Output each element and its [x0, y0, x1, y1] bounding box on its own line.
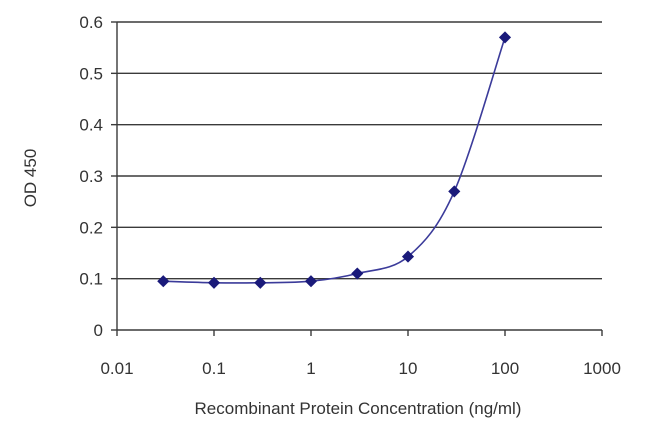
y-tick-label: 0.2: [79, 218, 103, 237]
y-tick-label: 0.5: [79, 64, 103, 83]
data-points: [157, 31, 512, 289]
data-point-4: [351, 267, 364, 280]
data-point-5: [401, 250, 415, 263]
data-point-2: [254, 276, 267, 289]
x-tick-label: 0.1: [202, 359, 226, 378]
data-point-6: [448, 185, 461, 198]
x-tick-label: 100: [491, 359, 519, 378]
y-axis-title: OD 450: [21, 149, 40, 208]
x-tick-labels: 0.01 0.1 1 10 100 1000: [100, 359, 620, 378]
x-tick-label: 10: [399, 359, 418, 378]
x-tick-label: 1000: [583, 359, 621, 378]
y-tick-label: 0: [94, 321, 103, 340]
data-point-1: [207, 276, 221, 289]
gridlines: [117, 21, 602, 280]
data-point-7: [498, 31, 512, 44]
y-tick-label: 0.6: [79, 13, 103, 32]
y-tick-labels: 0 0.1 0.2 0.3 0.4 0.5 0.6: [79, 13, 103, 340]
data-point-3: [304, 275, 318, 288]
y-tick-label: 0.1: [79, 270, 103, 289]
data-point-0: [157, 275, 170, 288]
x-tick-label: 1: [306, 359, 315, 378]
fit-curve: [163, 37, 506, 284]
series-0-curve: [163, 37, 506, 284]
x-tick-label: 0.01: [100, 359, 133, 378]
x-axis-title: Recombinant Protein Concentration (ng/ml…: [195, 399, 522, 418]
y-tick-label: 0.3: [79, 167, 103, 186]
axes: [111, 21, 603, 336]
y-tick-label: 0.4: [79, 116, 103, 135]
